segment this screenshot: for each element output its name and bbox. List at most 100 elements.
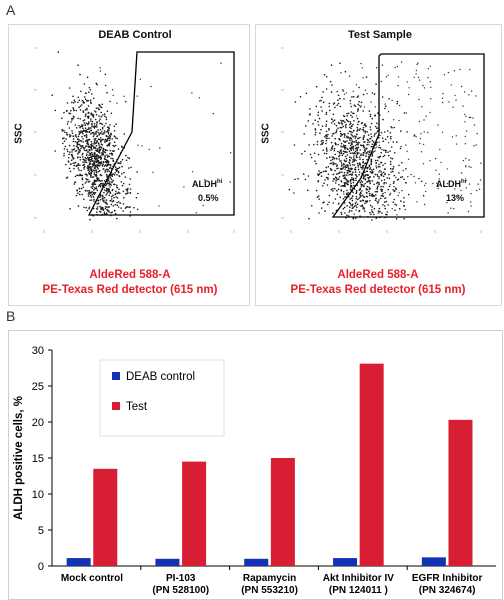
scatter-dot [96,83,98,86]
scatter-dot [288,188,291,191]
scatter-dot [70,153,73,156]
scatter-dot [99,199,102,201]
scatter-dot [406,81,408,83]
scatter-dot [82,141,85,143]
scatter-dot [352,195,354,198]
scatter-dot [77,192,79,194]
scatter-dot [415,136,417,138]
scatter-dot [86,142,88,145]
scatter-dot [373,183,375,186]
scatter-dot [391,208,393,210]
scatter-dot [74,135,77,137]
scatter-dot [83,134,86,137]
scatter-dot [106,144,109,147]
scatter-dot [374,159,377,162]
scatter-dot [99,196,101,199]
scatter-dot [116,217,118,220]
scatter-dot [88,168,90,171]
scatter-dot [92,196,95,198]
scatter-dot [332,202,335,204]
scatter-dot [332,173,335,176]
scatter-dot [91,157,93,160]
scatter-dot [120,145,123,148]
scatter-dot [353,120,355,122]
scatter-dot [308,113,311,116]
scatter-dot [103,201,105,203]
scatter-dot [392,165,395,168]
scatter-dot [359,136,361,139]
scatter-dot [366,143,369,146]
scatter-dot [98,161,101,164]
scatter-dot [77,117,79,120]
scatter-dot [355,154,358,157]
scatter-dot [390,157,392,159]
scatter-dot [351,205,354,207]
scatter-dot [380,188,382,191]
scatter-dot [415,73,417,75]
scatter-dot [158,205,160,207]
scatter-dot [229,181,231,183]
scatter-dot [340,180,342,182]
scatter-dot [390,192,392,195]
scatter-dot [83,83,86,85]
scatter-dot [348,174,350,176]
scatter-dot [380,173,382,176]
scatter-dot [84,127,87,129]
scatter-dot [432,182,434,185]
scatter-dot [362,144,365,147]
scatter-dot [406,131,408,133]
scatter-dot [396,141,398,143]
scatter-dot [365,189,367,191]
scatter-dot [80,130,82,132]
scatter-dot [110,133,112,136]
scatter-dot [455,99,457,101]
scatter-dot [95,188,98,190]
scatter-dot [122,203,125,205]
scatter-dot [359,128,361,130]
scatter-dot [71,149,73,151]
scatter-dot [406,150,408,153]
scatter-dot [349,180,352,183]
scatter-dot [103,131,105,134]
scatter-dot [369,168,371,170]
scatter-dot [339,130,342,133]
scatter-dot [95,113,98,116]
scatter-dot [113,141,116,143]
bar-test [182,461,207,566]
scatter-dot [364,151,366,153]
scatter-dot [368,151,371,154]
scatter-dot [466,130,468,132]
scatter-dot [373,93,375,96]
scatter-dot [337,127,339,129]
scatter-dot [115,123,117,125]
scatter-dot [380,131,383,134]
scatter-dot [340,150,342,153]
scatter-dot [338,176,341,178]
scatter-dot [96,158,98,160]
scatter-dot [351,139,353,141]
scatter-dot [86,107,88,110]
scatter-dot [86,209,89,212]
scatter-dot [419,137,422,140]
scatter-dot [360,144,362,147]
scatter-dot [423,87,426,89]
scatter-dot [83,122,86,124]
scatter-dot [423,119,425,121]
scatter-dot [345,160,348,162]
scatter-dot [109,163,112,166]
scatter-dot [355,191,358,193]
scatter-dot [360,166,362,168]
scatter-dot [320,99,322,102]
scatter-dot [96,155,98,158]
scatter-dot [79,118,82,120]
scatter-dot [89,165,91,168]
scatter-dot [437,185,439,188]
scatter-dot [365,124,367,127]
scatter-dot [344,144,347,147]
scatter-dot [358,152,360,154]
scatter-dot [80,169,82,172]
scatter-dot [369,167,372,169]
scatter-dot [101,194,104,197]
scatter-dot [71,130,73,132]
scatter-dot [136,95,138,97]
